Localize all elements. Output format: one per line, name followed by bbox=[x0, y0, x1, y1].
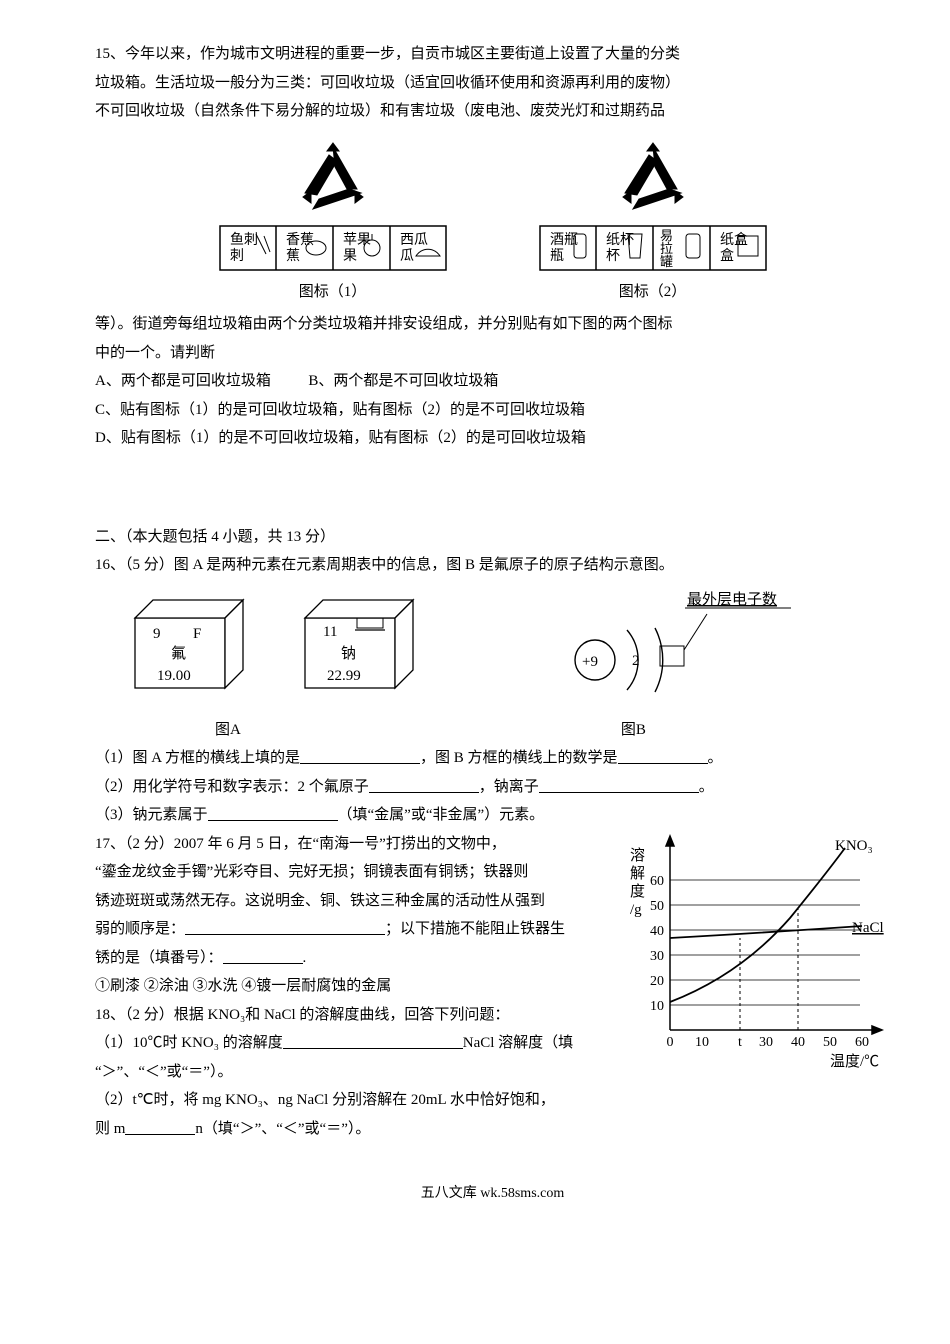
svg-text:瓶: 瓶 bbox=[550, 248, 564, 264]
svg-text:60: 60 bbox=[855, 1035, 869, 1050]
q15-optB: B、两个都是不可回收垃圾箱 bbox=[308, 373, 498, 389]
svg-text:60: 60 bbox=[650, 874, 664, 889]
q17-l4: 弱的顺序是：；以下措施不能阻止铁器生 bbox=[95, 915, 610, 944]
q16-figures: 9 F 氟 19.00 11 钠 22.99 最外层电子数 +9 2 bbox=[125, 590, 890, 710]
svg-text:+9: +9 bbox=[582, 654, 598, 670]
atom-structure-b: 最外层电子数 +9 2 bbox=[535, 590, 795, 710]
q15-line2: 垃圾箱。生活垃圾一般分为三类：可回收垃圾（适宜回收循环使用和资源再利用的废物） bbox=[95, 69, 890, 98]
svg-text:10: 10 bbox=[650, 999, 664, 1014]
svg-text:果: 果 bbox=[343, 249, 357, 264]
q17-l6: ①刷漆 ②涂油 ③水洗 ④镀一层耐腐蚀的金属 bbox=[95, 972, 610, 1001]
svg-text:度: 度 bbox=[630, 883, 645, 900]
q17-l1: 17、（2 分）2007 年 6 月 5 日，在“南海一号”打捞出的文物中， bbox=[95, 830, 610, 859]
q15-fig2-caption: 图标（2） bbox=[619, 278, 687, 307]
q15-optC: C、贴有图标（1）的是可回收垃圾箱，贴有图标（2）的是不可回收垃圾箱 bbox=[95, 396, 890, 425]
svg-text:40: 40 bbox=[650, 924, 664, 939]
q15-opts-ab: A、两个都是可回收垃圾箱 B、两个都是不可回收垃圾箱 bbox=[95, 367, 890, 396]
svg-text:30: 30 bbox=[759, 1035, 773, 1050]
q18-l2: （1）10℃时 KNO₃ 的溶解度NaCl 溶解度（填 bbox=[95, 1029, 610, 1058]
svg-text:50: 50 bbox=[823, 1035, 837, 1050]
recycle-icon-panel-1: 鱼刺 刺 香蕉 蕉 苹果 果 西瓜 瓜 bbox=[218, 134, 448, 274]
page-footer: 五八文库 wk.58sms.com bbox=[95, 1181, 890, 1208]
svg-text:苹果: 苹果 bbox=[343, 232, 371, 248]
q18-l3: “＞”、“＜”或“＝”）。 bbox=[95, 1058, 610, 1087]
svg-text:F: F bbox=[193, 626, 201, 642]
svg-text:22.99: 22.99 bbox=[327, 668, 361, 684]
svg-text:西瓜: 西瓜 bbox=[400, 233, 428, 248]
q15-fig2: 酒瓶 瓶 纸杯 杯 易 拉 罐 纸盒 盒 图标（2） bbox=[538, 134, 768, 307]
svg-text:KNO₃: KNO₃ bbox=[835, 838, 873, 854]
q18-l4: （2）t℃时，将 mg KNO₃、ng NaCl 分别溶解在 20mL 水中恰好… bbox=[95, 1086, 610, 1115]
q15-optA: A、两个都是可回收垃圾箱 bbox=[95, 373, 271, 389]
svg-text:瓜: 瓜 bbox=[400, 249, 414, 264]
svg-text:0: 0 bbox=[667, 1035, 674, 1050]
svg-text:纸盒: 纸盒 bbox=[720, 231, 748, 248]
q16-p2: （2）用化学符号和数字表示：2 个氟原子，钠离子。 bbox=[95, 773, 890, 802]
svg-text:钠: 钠 bbox=[341, 645, 356, 662]
q17-l2: “鎏金龙纹金手镯”光彩夺目、完好无损；铜镜表面有铜锈；铁器则 bbox=[95, 858, 610, 887]
q16-p1: （1）图 A 方框的横线上填的是，图 B 方框的横线上的数学是。 bbox=[95, 744, 890, 773]
element-box-f: 9 F 氟 19.00 bbox=[125, 590, 255, 700]
q15-fig1-caption: 图标（1） bbox=[299, 278, 367, 307]
q17-l3: 锈迹斑斑或荡然无存。这说明金、铜、铁这三种金属的活动性从强到 bbox=[95, 887, 610, 916]
svg-text:30: 30 bbox=[650, 949, 664, 964]
svg-text:解: 解 bbox=[630, 865, 645, 882]
q15-fig1: 鱼刺 刺 香蕉 蕉 苹果 果 西瓜 瓜 图标（1） bbox=[218, 134, 448, 307]
svg-text:20: 20 bbox=[650, 974, 664, 989]
q17-l5: 锈的是（填番号）：. bbox=[95, 944, 610, 973]
svg-text:溶: 溶 bbox=[630, 847, 645, 864]
svg-text:鱼刺: 鱼刺 bbox=[230, 231, 258, 248]
svg-text:盒: 盒 bbox=[720, 247, 734, 264]
q15-line5: 中的一个。请判断 bbox=[95, 339, 890, 368]
q18-l5: 则 mn（填“＞”、“＜”或“＝”）。 bbox=[95, 1115, 610, 1144]
svg-text:刺: 刺 bbox=[230, 248, 244, 264]
svg-text:10: 10 bbox=[695, 1035, 709, 1050]
q18-l1: 18、（2 分）根据 KNO₃和 NaCl 的溶解度曲线，回答下列问题： bbox=[95, 1001, 610, 1030]
svg-text:40: 40 bbox=[791, 1035, 805, 1050]
section2-heading: 二、（本大题包括 4 小题，共 13 分） bbox=[95, 523, 890, 552]
svg-text:2: 2 bbox=[632, 653, 640, 669]
svg-text:t: t bbox=[738, 1035, 742, 1050]
svg-text:50: 50 bbox=[650, 899, 664, 914]
recycle-icon-panel-2: 酒瓶 瓶 纸杯 杯 易 拉 罐 纸盒 盒 bbox=[538, 134, 768, 274]
svg-text:/g: /g bbox=[630, 902, 642, 918]
q15-figures: 鱼刺 刺 香蕉 蕉 苹果 果 西瓜 瓜 图标（1） bbox=[95, 134, 890, 307]
element-box-na: 11 钠 22.99 bbox=[295, 590, 425, 700]
svg-text:香蕉: 香蕉 bbox=[286, 232, 314, 248]
q16-capA: 图A bbox=[215, 716, 241, 745]
svg-text:温度/℃: 温度/℃ bbox=[830, 1053, 879, 1070]
svg-text:氟: 氟 bbox=[171, 645, 186, 662]
svg-text:19.00: 19.00 bbox=[157, 668, 191, 684]
svg-text:11: 11 bbox=[323, 624, 337, 640]
q16-capB: 图B bbox=[621, 716, 646, 745]
q15-line4: 等）。街道旁每组垃圾箱由两个分类垃圾箱并排安设组成，并分别贴有如下图的两个图标 bbox=[95, 310, 890, 339]
svg-text:罐: 罐 bbox=[660, 254, 673, 269]
solubility-chart: 溶 解 度 /g 10 20 30 40 50 60 bbox=[630, 830, 890, 1080]
q15-optD: D、贴有图标（1）的是不可回收垃圾箱，贴有图标（2）的是可回收垃圾箱 bbox=[95, 424, 890, 453]
q15-line3: 不可回收垃圾（自然条件下易分解的垃圾）和有害垃圾（废电池、废荧光灯和过期药品 bbox=[95, 97, 890, 126]
svg-text:最外层电子数: 最外层电子数 bbox=[687, 591, 777, 608]
q16-p3: （3）钠元素属于（填“金属”或“非金属”）元素。 bbox=[95, 801, 890, 830]
q15-line1: 15、今年以来，作为城市文明进程的重要一步，自贡市城区主要街道上设置了大量的分类 bbox=[95, 40, 890, 69]
svg-text:NaCl: NaCl bbox=[852, 920, 884, 936]
q16-stem: 16、（5 分）图 A 是两种元素在元素周期表中的信息，图 B 是氟原子的原子结… bbox=[95, 551, 890, 580]
svg-text:杯: 杯 bbox=[606, 248, 620, 264]
svg-text:蕉: 蕉 bbox=[286, 248, 300, 264]
svg-text:9: 9 bbox=[153, 626, 161, 642]
